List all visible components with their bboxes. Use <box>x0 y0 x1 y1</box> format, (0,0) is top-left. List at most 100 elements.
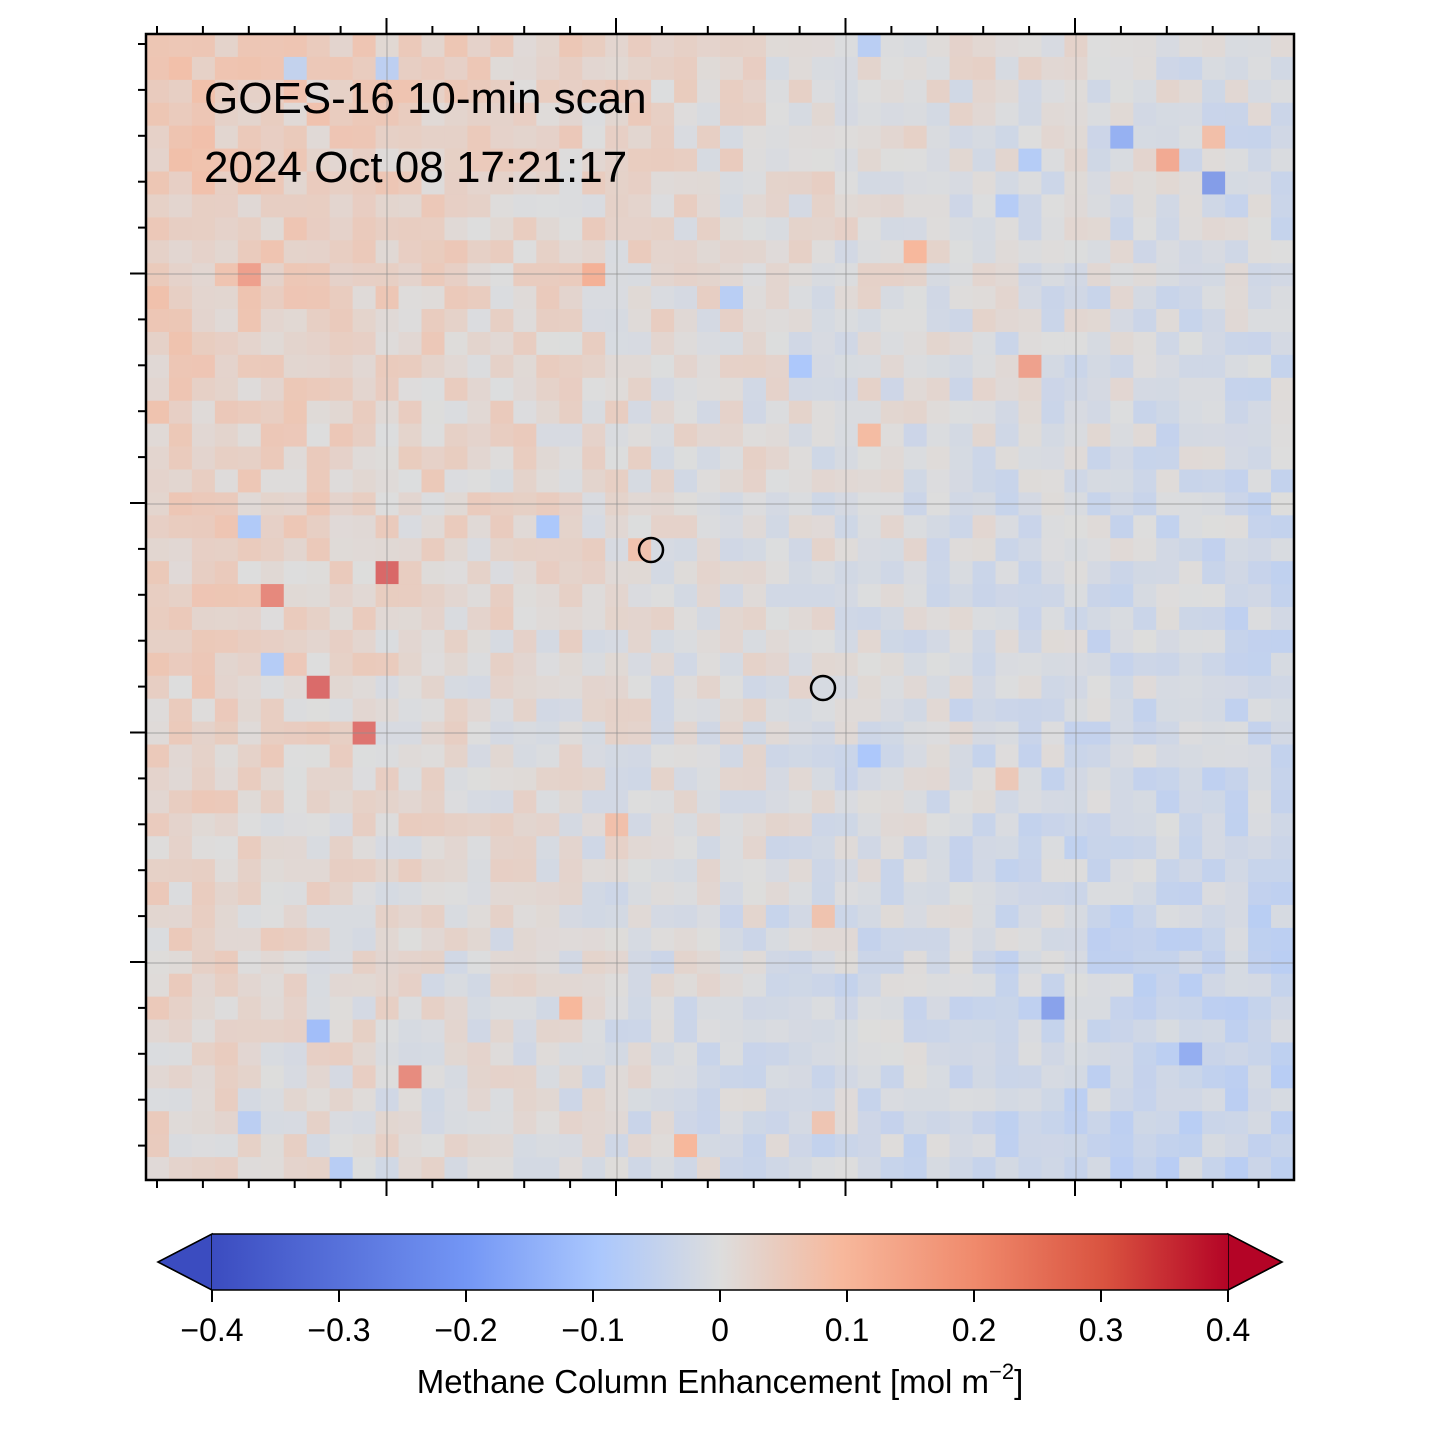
methane-pixel <box>1018 698 1043 723</box>
methane-pixel <box>352 698 377 723</box>
methane-pixel <box>697 240 721 264</box>
methane-pixel <box>788 675 813 700</box>
methane-pixel <box>1133 629 1157 654</box>
methane-pixel <box>742 652 767 677</box>
methane-pixel <box>513 423 537 448</box>
methane-pixel <box>880 263 905 287</box>
methane-pixel <box>421 629 446 654</box>
methane-pixel <box>329 34 354 58</box>
methane-pixel <box>260 996 285 1021</box>
methane-pixel <box>857 194 882 218</box>
methane-pixel <box>811 882 836 906</box>
methane-pixel <box>1110 561 1134 585</box>
methane-pixel <box>1133 1088 1157 1112</box>
methane-pixel <box>146 79 170 104</box>
methane-pixel <box>788 331 813 356</box>
methane-pixel <box>1225 675 1249 700</box>
methane-pixel <box>995 446 1020 471</box>
methane-pixel <box>788 652 813 677</box>
methane-pixel <box>972 584 997 608</box>
methane-pixel <box>146 309 170 333</box>
methane-pixel <box>651 904 675 929</box>
methane-pixel <box>880 217 905 241</box>
methane-pixel <box>972 629 997 654</box>
methane-pixel <box>536 1134 560 1158</box>
methane-pixel <box>765 790 790 814</box>
methane-pixel <box>903 996 928 1021</box>
methane-pixel <box>1133 125 1157 150</box>
methane-pixel <box>720 125 744 150</box>
methane-pixel <box>260 286 285 310</box>
methane-pixel <box>811 767 836 791</box>
methane-pixel <box>513 1065 537 1089</box>
methane-pixel <box>903 34 928 58</box>
methane-pixel <box>1248 286 1272 310</box>
methane-pixel <box>352 629 377 654</box>
methane-pixel <box>788 56 813 81</box>
methane-pixel <box>1202 790 1226 814</box>
methane-pixel <box>536 286 560 310</box>
methane-pixel <box>995 354 1020 379</box>
methane-pixel <box>995 744 1020 769</box>
methane-pixel <box>536 973 560 998</box>
methane-pixel <box>306 652 331 677</box>
methane-pixel <box>1271 813 1294 837</box>
methane-pixel <box>559 148 583 173</box>
methane-pixel <box>1179 1134 1203 1158</box>
methane-pixel <box>191 813 216 837</box>
methane-pixel <box>467 400 491 425</box>
methane-pixel <box>1110 813 1134 837</box>
methane-pixel <box>903 148 928 173</box>
methane-pixel <box>811 286 836 310</box>
methane-pixel <box>811 1065 836 1089</box>
methane-pixel <box>214 882 239 906</box>
methane-pixel <box>949 309 974 333</box>
methane-pixel <box>1018 125 1043 150</box>
methane-pixel <box>720 698 744 723</box>
methane-pixel <box>283 790 308 814</box>
methane-pixel <box>260 607 285 631</box>
methane-pixel <box>949 996 974 1021</box>
methane-pixel <box>352 263 377 287</box>
methane-pixel <box>283 125 308 150</box>
colorbar-ticks: −0.4 −0.3 −0.2 −0.1 0 0.1 0.2 0.3 0.4 <box>180 1290 1250 1348</box>
methane-pixel <box>1087 1157 1111 1180</box>
methane-pixel <box>765 996 790 1021</box>
methane-pixel <box>1248 309 1272 333</box>
methane-pixel <box>237 469 262 493</box>
methane-pixel <box>1110 79 1134 104</box>
methane-pixel <box>880 309 905 333</box>
methane-pixel <box>260 423 285 448</box>
methane-pixel <box>697 859 721 883</box>
methane-pixel <box>329 1019 354 1044</box>
methane-pixel <box>168 607 193 631</box>
methane-pixel <box>260 698 285 723</box>
methane-pixel <box>628 1111 652 1135</box>
methane-pixel <box>972 1134 997 1158</box>
methane-pixel <box>306 400 331 425</box>
methane-pixel <box>697 1111 721 1135</box>
methane-pixel <box>880 882 905 906</box>
methane-pixel <box>1225 125 1249 150</box>
methane-pixel <box>214 446 239 471</box>
methane-pixel <box>720 1157 744 1180</box>
methane-pixel <box>720 561 744 585</box>
methane-pixel <box>1087 309 1111 333</box>
methane-pixel <box>765 446 790 471</box>
methane-pixel <box>306 240 331 264</box>
methane-pixel <box>697 973 721 998</box>
methane-pixel <box>972 423 997 448</box>
methane-pixel <box>1133 538 1157 562</box>
methane-pixel <box>628 469 652 493</box>
methane-pixel <box>283 859 308 883</box>
methane-pixel <box>237 882 262 906</box>
methane-pixel <box>1202 263 1226 287</box>
methane-pixel <box>1248 904 1272 929</box>
methane-pixel <box>628 56 652 81</box>
methane-pixel <box>972 561 997 585</box>
methane-pixel <box>352 1065 377 1089</box>
methane-pixel <box>1156 263 1180 287</box>
methane-pixel <box>926 194 951 218</box>
methane-pixel <box>811 263 836 287</box>
methane-pixel <box>1248 79 1272 104</box>
